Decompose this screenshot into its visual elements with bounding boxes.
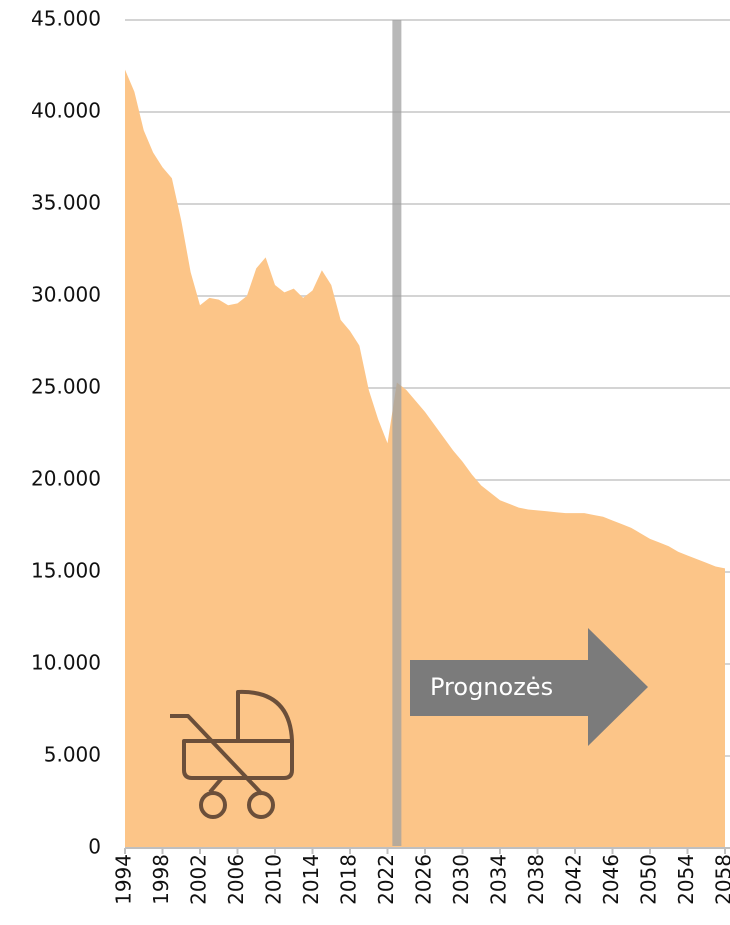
y-tick-label: 35.000 bbox=[31, 191, 101, 215]
stroller-icon bbox=[170, 689, 294, 819]
x-tick-label: 2010 bbox=[262, 854, 286, 905]
y-tick-label: 20.000 bbox=[31, 467, 101, 491]
x-tick-label: 1994 bbox=[112, 854, 136, 905]
x-tick-label: 2006 bbox=[224, 854, 248, 905]
x-tick-label: 2054 bbox=[674, 854, 698, 905]
y-tick-label: 45.000 bbox=[31, 7, 101, 31]
x-tick-label: 2038 bbox=[524, 854, 548, 905]
x-tick-label: 2026 bbox=[412, 854, 436, 905]
area bbox=[125, 69, 725, 849]
y-tick-label: 40.000 bbox=[31, 99, 101, 123]
annotation: Prognozės bbox=[430, 673, 553, 701]
x-tick-label: 2018 bbox=[337, 854, 361, 905]
x-tick-label: 2030 bbox=[449, 854, 473, 905]
x-tick-label: 2046 bbox=[599, 854, 623, 905]
forecast-arrow bbox=[410, 628, 648, 746]
x-tick-label: 2042 bbox=[562, 854, 586, 905]
x-tick-label: 2058 bbox=[712, 854, 730, 905]
x-tick-label: 1998 bbox=[149, 854, 173, 905]
x-tick-label: 2022 bbox=[374, 854, 398, 905]
y-tick-label: 10.000 bbox=[31, 651, 101, 675]
y-tick-label: 25.000 bbox=[31, 375, 101, 399]
x-tick-label: 2014 bbox=[299, 854, 323, 905]
x-tick-label: 2034 bbox=[487, 854, 511, 905]
y-tick-label: 0 bbox=[88, 835, 101, 859]
y-tick-label: 5.000 bbox=[44, 743, 101, 767]
x-tick-label: 2002 bbox=[187, 854, 211, 905]
y-tick-label: 15.000 bbox=[31, 559, 101, 583]
y-tick-label: 30.000 bbox=[31, 283, 101, 307]
x-tick-label: 2050 bbox=[637, 854, 661, 905]
